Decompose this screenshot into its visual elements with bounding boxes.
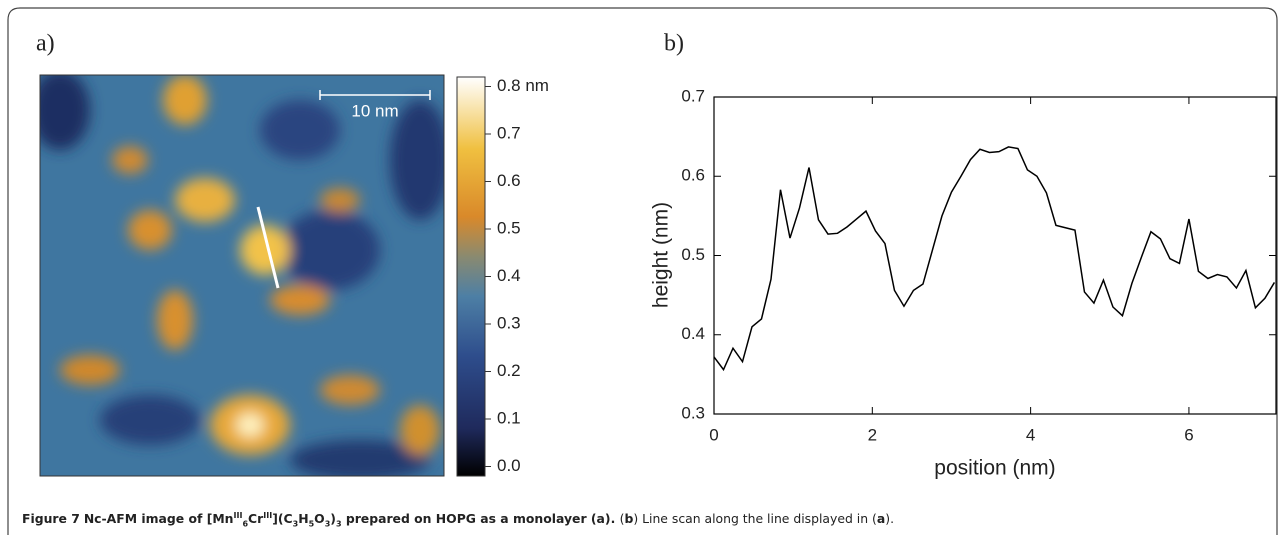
caption-text: Cr (248, 511, 264, 527)
scan-line (256, 206, 280, 289)
caption-text: ( (619, 511, 625, 527)
caption-text: ](C (272, 511, 293, 527)
caption-sub: 3 (292, 519, 299, 529)
caption: Figure 7 Nc-AFM image of [MnIII6CrIII](C… (22, 511, 894, 529)
caption-sub: 6 (242, 519, 249, 529)
x-tick-label: 6 (1184, 425, 1193, 444)
colorbar-tick-label: 0.7 (497, 123, 521, 142)
caption-sub: 3 (324, 519, 331, 529)
frame (7, 7, 1278, 535)
caption-text: ) (330, 511, 336, 527)
caption-text: O (314, 511, 325, 527)
x-axis-label: position (nm) (934, 457, 1055, 480)
caption-text: prepared on HOPG as a monolayer ( (341, 511, 597, 527)
afm-image (40, 75, 444, 476)
plot-frame (713, 96, 1277, 415)
caption-text: Nc-AFM image of [Mn (83, 511, 234, 527)
scale-bar (319, 90, 431, 100)
caption-text: ). (604, 511, 620, 527)
caption-sup: III (263, 511, 273, 520)
caption-sub: 5 (308, 519, 315, 529)
colorbar-tick-label: 0.6 (497, 171, 521, 190)
panel-label: a) (36, 31, 55, 57)
caption-text: ). (885, 511, 895, 527)
colorbar-tick-label: 0.3 (497, 313, 521, 332)
caption-text: H (298, 511, 309, 527)
y-axis-label: height (nm) (650, 202, 673, 308)
colorbar-ticks: 0.0 0.1 0.2 0.3 0.4 0.5 0.6 0.7 0.8 nm (485, 76, 549, 475)
image-border (39, 74, 445, 477)
colorbar (456, 76, 486, 477)
colorbar-tick-label: 0.0 (497, 456, 521, 475)
caption-text: b (624, 511, 634, 527)
y-tick-label: 0.4 (681, 324, 705, 343)
y-tick-label: 0.3 (681, 403, 705, 422)
y-tick-label: 0.5 (681, 245, 705, 264)
x-tick-label: 0 (709, 425, 718, 444)
colorbar-tick-label: 0.2 (497, 361, 521, 380)
colorbar-tick-label: 0.8 nm (497, 76, 549, 95)
y-tick-label: 0.6 (681, 166, 705, 185)
colorbar-tick-label: 0.5 (497, 218, 521, 237)
caption-text: ) Line scan along the line displayed in … (633, 511, 877, 527)
caption-sup: III (233, 511, 243, 520)
y-tick-label: 0.7 (681, 86, 705, 105)
colorbar-tick-label: 0.4 (497, 266, 521, 285)
data-line (713, 146, 1276, 372)
caption-title: Nc-AFM image of [MnIII6CrIII](C3H5O3)3 p… (83, 511, 620, 529)
scale-bar-label: 10 nm (351, 101, 398, 120)
caption-label: Figure 7 (22, 511, 80, 527)
x-tick-label: 4 (1026, 425, 1035, 444)
line-chart: 0 2 4 6 0.3 0.4 0.5 0.6 0.7 (681, 86, 1277, 444)
caption-text: a (876, 511, 886, 527)
caption-text: a (596, 511, 605, 527)
panel-label: b) (664, 31, 684, 57)
caption-sub: 3 (335, 519, 342, 529)
x-tick-label: 2 (868, 425, 877, 444)
colorbar-tick-label: 0.1 (497, 408, 521, 427)
